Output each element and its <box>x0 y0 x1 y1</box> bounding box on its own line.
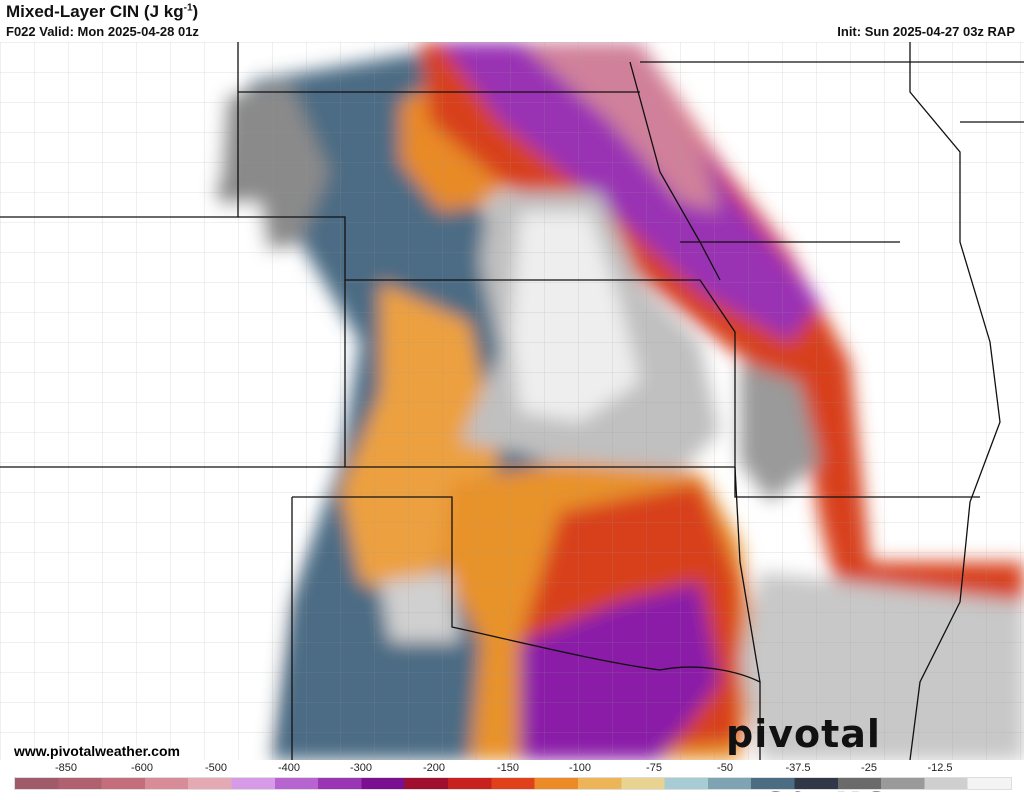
site-url: www.pivotalweather.com <box>14 743 180 759</box>
colorbar-tick-label: -150 <box>496 762 520 774</box>
colorbar-tick-label: -400 <box>277 762 301 774</box>
county-lines <box>0 42 1024 760</box>
state-borders <box>0 42 1024 760</box>
colorbar-tick-label: -50 <box>717 762 733 774</box>
header: Mixed-Layer CIN (J kg-1) F022 Valid: Mon… <box>0 0 1024 42</box>
colorbar-ticks: -850 -600 -500 -400 -300 -200 -150 -100 -75 -50 -3… <box>0 762 1024 776</box>
colorbar-tick-label: -75 <box>646 762 662 774</box>
colorbar-tick-label: -500 <box>204 762 228 774</box>
colorbar-tick-label: -850 <box>54 762 78 774</box>
colorbar-gradient <box>14 777 1012 790</box>
colorbar-tick-label: -600 <box>130 762 154 774</box>
colorbar-tick-label: -100 <box>568 762 592 774</box>
init-time: Init: Sun 2025-04-27 03z RAP <box>837 24 1015 39</box>
valid-time: F022 Valid: Mon 2025-04-28 01z <box>6 24 199 39</box>
map-title: Mixed-Layer CIN (J kg-1) <box>6 2 199 21</box>
colorbar-tick-label: -200 <box>422 762 446 774</box>
colorbar-tick-label: -12.5 <box>927 762 953 774</box>
cin-map <box>0 42 1024 760</box>
colorbar-tick-label: -300 <box>349 762 373 774</box>
colorbar: -850 -600 -500 -400 -300 -200 -150 -100 -75 -50 -3… <box>0 760 1024 791</box>
colorbar-tick-label: -37.5 <box>785 762 811 774</box>
colorbar-tick-label: -25 <box>861 762 877 774</box>
